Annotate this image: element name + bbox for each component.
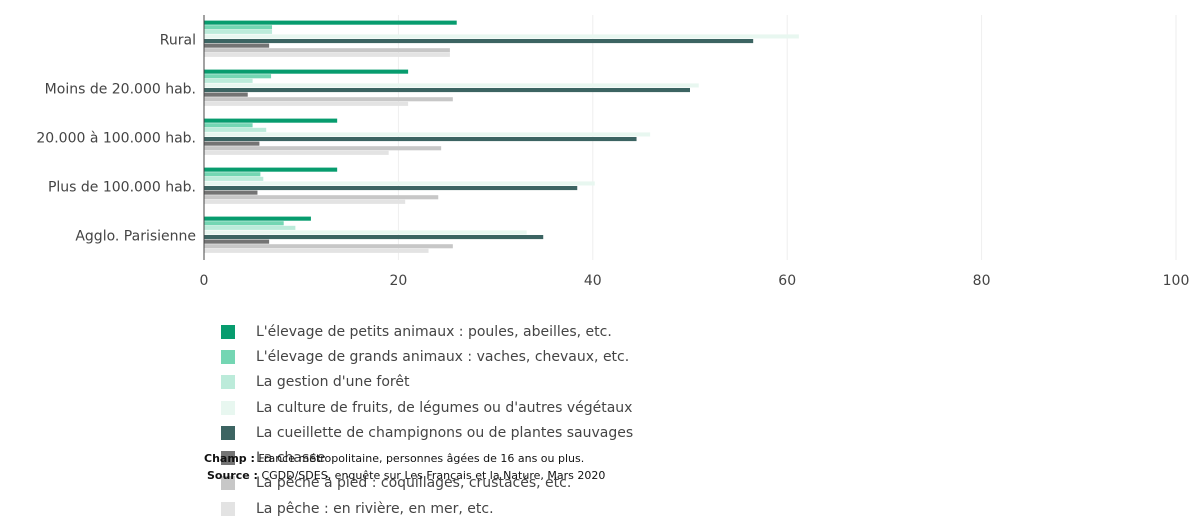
category-label: Plus de 100.000 hab. <box>48 180 196 196</box>
bar <box>204 39 754 44</box>
legend-item[interactable]: La cueillette de champignons ou de plant… <box>221 420 633 445</box>
bar <box>204 244 453 249</box>
legend-label: La gestion d'une forêt <box>256 374 410 391</box>
bar <box>204 150 389 155</box>
bar <box>204 69 409 74</box>
bar <box>204 248 429 253</box>
bar <box>204 25 273 30</box>
legend-item[interactable]: La pêche : en rivière, en mer, etc. <box>221 496 633 521</box>
bar <box>204 141 260 146</box>
bar <box>204 78 253 83</box>
bar <box>204 20 457 25</box>
x-tick-labels: 0 20 40 60 80 100 <box>200 273 1190 289</box>
legend-label: La pêche à pied : coquillages, crustacés… <box>256 475 572 492</box>
bars <box>204 20 799 253</box>
legend-item[interactable]: La pêche à pied : coquillages, crustacés… <box>221 471 633 496</box>
chart-legend: L'élevage de petits animaux : poules, ab… <box>221 319 633 521</box>
bar <box>204 123 253 128</box>
bar <box>204 127 267 132</box>
bar <box>204 34 799 39</box>
footnote-champ-label: Champ : <box>204 452 255 465</box>
x-tick-label: 60 <box>778 273 796 289</box>
bar <box>204 221 284 226</box>
bar <box>204 216 311 221</box>
bar-chart: Rural Moins de 20.000 hab. 20.000 à 100.00… <box>36 15 1190 289</box>
legend-item[interactable]: L'élevage de grands animaux : vaches, ch… <box>221 344 633 369</box>
category-label: Moins de 20.000 hab. <box>45 82 196 98</box>
bar <box>204 52 450 57</box>
bar <box>204 181 595 186</box>
x-tick-label: 20 <box>389 273 407 289</box>
legend-swatch <box>221 451 235 466</box>
legend-label: La pêche : en rivière, en mer, etc. <box>256 500 494 517</box>
bar <box>204 48 450 53</box>
legend-label: L'élevage de grands animaux : vaches, ch… <box>256 348 630 365</box>
bar <box>204 199 406 204</box>
x-tick-label: 100 <box>1163 273 1190 289</box>
legend-label: La culture de fruits, de légumes ou d'au… <box>256 399 633 416</box>
legend-item[interactable]: La culture de fruits, de légumes ou d'au… <box>221 395 633 420</box>
legend-swatch <box>221 476 235 491</box>
bar <box>204 190 258 195</box>
legend-swatch <box>221 324 235 339</box>
bar <box>204 83 699 88</box>
legend-item[interactable]: La gestion d'une forêt <box>221 370 633 395</box>
bar <box>204 146 442 151</box>
bar <box>204 195 439 200</box>
bar <box>204 225 296 230</box>
bar <box>204 118 338 123</box>
legend-label: La chasse <box>256 450 326 467</box>
bar <box>204 88 690 93</box>
legend-label: L'élevage de petits animaux : poules, ab… <box>256 323 612 340</box>
bar <box>204 167 338 172</box>
category-label: Rural <box>160 33 196 49</box>
footnote-source-label: Source : <box>207 469 258 482</box>
footnote-champ-text: France métropolitaine, personnes âgées d… <box>258 452 585 465</box>
category-label: Agglo. Parisienne <box>75 229 196 245</box>
bar <box>204 137 637 142</box>
legend-item[interactable]: L'élevage de petits animaux : poules, ab… <box>221 319 633 344</box>
legend-swatch <box>221 425 235 440</box>
bar <box>204 132 651 137</box>
x-tick-label: 0 <box>200 273 209 289</box>
bar <box>204 97 453 102</box>
bar <box>204 92 248 97</box>
bar <box>204 172 261 177</box>
footnote-source-text: CGDD/SDES, enquête sur Les Français et l… <box>261 469 606 482</box>
bar <box>204 176 264 181</box>
bar <box>204 74 272 79</box>
bar <box>204 235 544 240</box>
x-tick-label: 40 <box>584 273 602 289</box>
bar <box>204 186 578 191</box>
legend-item[interactable]: La chasse <box>221 445 633 470</box>
bar <box>204 239 270 244</box>
bar <box>204 43 270 48</box>
legend-swatch <box>221 400 235 415</box>
legend-swatch <box>221 375 235 390</box>
footnote-source: Source : CGDD/SDES, enquête sur Les Fran… <box>207 470 605 482</box>
x-tick-label: 80 <box>973 273 991 289</box>
bar <box>204 230 527 235</box>
bar <box>204 101 409 106</box>
legend-swatch <box>221 349 235 364</box>
footnote-champ: Champ : France métropolitaine, personnes… <box>204 453 584 465</box>
category-labels: Rural Moins de 20.000 hab. 20.000 à 100.00… <box>36 33 196 245</box>
bar <box>204 29 273 34</box>
category-label: 20.000 à 100.000 hab. <box>36 131 196 147</box>
legend-swatch <box>221 501 235 516</box>
legend-label: La cueillette de champignons ou de plant… <box>256 424 634 441</box>
